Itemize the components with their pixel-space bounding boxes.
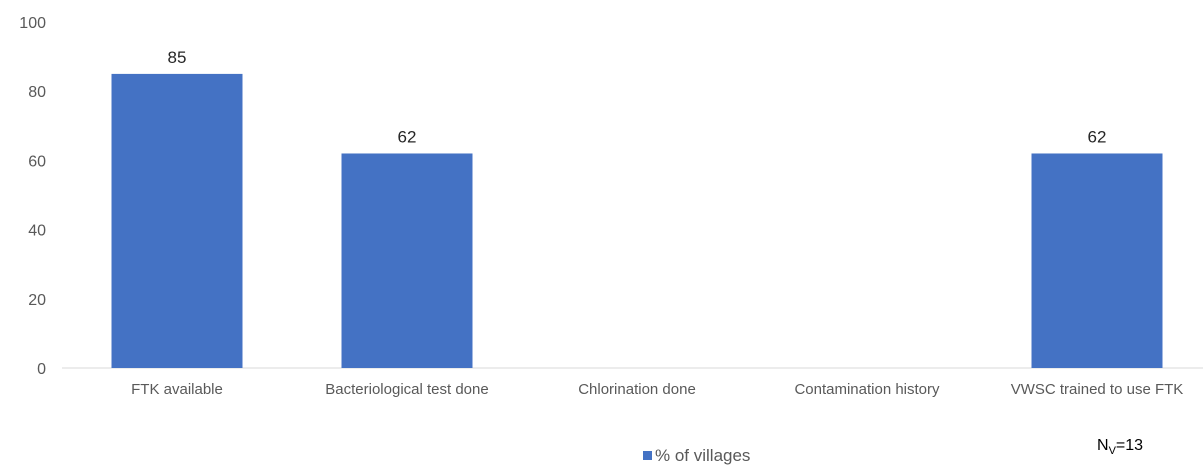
data-label: 85: [168, 48, 187, 67]
sample-size-note: NV=13: [1097, 437, 1143, 457]
bar: [341, 153, 473, 368]
y-tick-label: 0: [37, 361, 46, 378]
legend-label: % of villages: [655, 446, 750, 465]
data-label: 62: [1088, 127, 1107, 146]
y-tick-label: 80: [28, 84, 46, 101]
y-tick-label: 100: [19, 15, 46, 32]
x-tick-label: Chlorination done: [578, 381, 696, 398]
x-tick-label: Contamination history: [794, 381, 940, 398]
x-tick-label: FTK available: [131, 381, 223, 398]
bar: [1031, 153, 1163, 368]
y-tick-label: 20: [28, 292, 46, 309]
legend-swatch: [643, 451, 652, 460]
bar: [111, 73, 243, 369]
y-tick-label: 40: [28, 223, 46, 240]
y-tick-label: 60: [28, 153, 46, 170]
x-tick-label: VWSC trained to use FTK: [1011, 381, 1184, 398]
data-label: 62: [398, 127, 417, 146]
x-tick-label: Bacteriological test done: [325, 381, 488, 398]
